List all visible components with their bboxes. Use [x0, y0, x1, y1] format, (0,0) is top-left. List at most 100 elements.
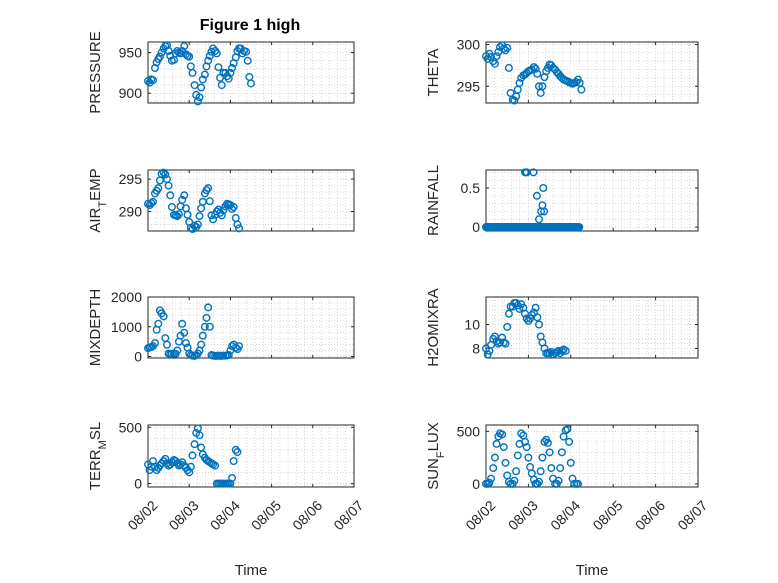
grid [486, 425, 698, 487]
data-point [499, 338, 508, 347]
data-point [207, 211, 216, 220]
data-point [243, 56, 252, 65]
data-point [487, 53, 496, 62]
data-point [235, 342, 244, 351]
data-point [515, 78, 524, 87]
axes-box [147, 296, 355, 359]
data-point [159, 168, 168, 177]
data-point [538, 82, 547, 91]
data-point [499, 443, 508, 452]
data-point [228, 473, 237, 482]
data-point [529, 63, 538, 72]
data-point [195, 93, 204, 102]
subplot-4: 0 0.5 RAINFALL [425, 165, 699, 236]
subplot-3: 290 295 AIRTEMP [87, 168, 355, 234]
data-point [164, 181, 173, 190]
data-point [557, 448, 566, 457]
x-tick-label: 08/02 [124, 497, 160, 533]
grid [486, 297, 698, 358]
data-point [540, 437, 549, 446]
data-point [217, 211, 226, 220]
data-point [498, 333, 507, 342]
data-point [490, 332, 499, 341]
data-point [485, 478, 494, 487]
grid [486, 170, 698, 231]
subplot-2: 295 300 THETA [425, 37, 699, 105]
data-point [155, 52, 164, 61]
x-tick-label: 08/07 [330, 497, 366, 533]
data-point [198, 331, 207, 340]
data-point [539, 183, 548, 192]
data-point [200, 322, 209, 331]
data-point [197, 204, 206, 213]
data-point [198, 75, 207, 84]
data-point [535, 215, 544, 224]
data-point [211, 461, 220, 470]
data-point [533, 479, 542, 488]
data-point [181, 339, 190, 348]
y-tick-label: 0.5 [461, 180, 481, 196]
data-point [492, 439, 501, 448]
data-point [157, 48, 166, 57]
data-point [510, 96, 519, 105]
data-point [190, 440, 199, 449]
y-tick-label: 300 [457, 37, 481, 53]
data-point [228, 64, 237, 73]
data-point [531, 64, 540, 73]
data-point [233, 220, 242, 229]
data-point [162, 340, 171, 349]
subplot-7: 08/02 08/03 08/04 08/05 08/06 08/07 0 500 TERRMS… [87, 419, 367, 579]
data-point [242, 47, 251, 56]
data-point [529, 168, 538, 177]
axes-box [147, 41, 355, 104]
data-point [492, 52, 501, 61]
data-point [504, 63, 513, 72]
data-point [568, 474, 577, 483]
data-point [167, 202, 176, 211]
y-tick-label: 0 [472, 476, 480, 492]
data-point [499, 44, 508, 53]
data-point [498, 430, 507, 439]
data-point [209, 215, 218, 224]
data-point [563, 425, 572, 434]
data-point [188, 451, 197, 460]
y-axis-label: AIRTEMP [87, 168, 109, 232]
axes-box [485, 296, 699, 359]
data-point [164, 46, 173, 55]
data-point [545, 448, 554, 457]
data-point [185, 52, 194, 61]
data-point [167, 458, 176, 467]
y-axis-label: RAINFALL [425, 165, 442, 236]
data-point [495, 338, 504, 347]
data-point [178, 319, 187, 328]
grid [148, 42, 354, 103]
x-tick-label: 08/05 [590, 497, 626, 533]
data-point [155, 176, 164, 185]
data-point [532, 191, 541, 200]
data-point [143, 199, 152, 208]
x-tick-label: 08/06 [289, 497, 325, 533]
data-point [513, 451, 522, 460]
data-point [246, 79, 255, 88]
data-series [143, 303, 244, 360]
y-tick-label: 8 [472, 340, 480, 356]
data-point [180, 191, 189, 200]
y-tick-label: 950 [119, 45, 143, 61]
data-point [557, 346, 566, 355]
data-point [202, 313, 211, 322]
data-point [521, 437, 530, 446]
data-point [190, 81, 199, 90]
data-point [197, 83, 206, 92]
data-point [214, 63, 223, 72]
data-point [533, 313, 542, 322]
subplot-8: 08/02 08/03 08/04 08/05 08/06 08/07 0 500 SUNFLU… [425, 422, 711, 579]
data-series [143, 41, 255, 106]
data-point [494, 48, 503, 57]
y-tick-label: 295 [457, 78, 481, 94]
data-point [174, 210, 183, 219]
data-point [229, 457, 238, 466]
subplot-6: 8 10 H2OMIXRA [425, 288, 699, 367]
data-point [197, 443, 206, 452]
